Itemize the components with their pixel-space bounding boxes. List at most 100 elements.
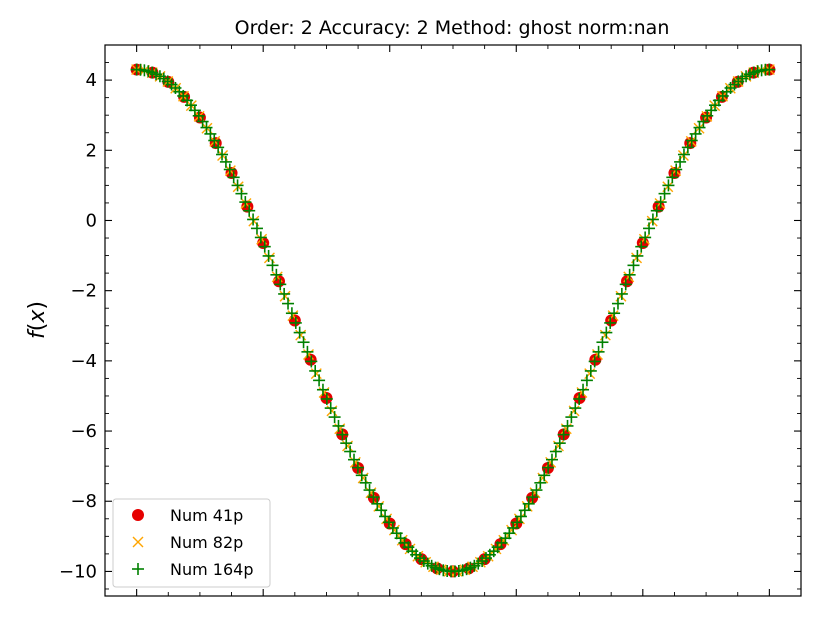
legend-label-3: Num 164p bbox=[170, 560, 253, 579]
y-tick-label-4: −2 bbox=[70, 281, 97, 302]
legend-marker-1 bbox=[132, 509, 144, 521]
series-3-point-105 bbox=[534, 476, 547, 489]
y-tick-label-8: −10 bbox=[59, 561, 97, 582]
series-1-point-31 bbox=[605, 314, 618, 327]
series-3-point-27 bbox=[231, 179, 244, 192]
series-3-point-112 bbox=[561, 419, 574, 432]
series-3-point-29 bbox=[239, 196, 252, 209]
series-3-point-61 bbox=[363, 484, 376, 497]
axes: 4 2 0 −2 −4 −6 −8 −10 bbox=[59, 44, 802, 597]
series-3-point-119 bbox=[588, 355, 601, 368]
series-3-point-127 bbox=[619, 278, 632, 291]
series-3-point-110 bbox=[553, 437, 566, 450]
series-3-point-28 bbox=[235, 187, 248, 200]
series-3-point-63 bbox=[371, 497, 384, 510]
series-3-point-38 bbox=[274, 278, 287, 291]
series-2-point-39-stroke-b bbox=[427, 561, 439, 573]
series-2-point-19-stroke-b bbox=[271, 271, 283, 283]
series-3-point-22 bbox=[212, 141, 225, 154]
series-2-point-36-stroke-b bbox=[404, 543, 416, 555]
series-2-point-21-stroke-b bbox=[287, 310, 299, 322]
y-tick-label-3: 0 bbox=[86, 210, 97, 231]
series-3-point-107 bbox=[542, 461, 555, 474]
series-3-point-47 bbox=[309, 364, 322, 377]
series-3-point-128 bbox=[623, 268, 636, 281]
series-3-point-46 bbox=[305, 355, 318, 368]
series-3-point-35 bbox=[262, 249, 275, 262]
series-3-point-45 bbox=[301, 345, 314, 358]
series-1-point-11 bbox=[288, 314, 301, 327]
series-3-point-50 bbox=[320, 392, 333, 405]
series-3-point-24 bbox=[219, 155, 232, 168]
legend-label-2: Num 82p bbox=[170, 533, 243, 552]
series-3-point-64 bbox=[375, 504, 388, 517]
series-3-point-144 bbox=[685, 134, 698, 147]
series-3-point-18 bbox=[196, 115, 209, 128]
series-3-point-23 bbox=[216, 148, 229, 161]
series-3-point-125 bbox=[611, 297, 624, 310]
series-3-point-135 bbox=[650, 204, 663, 217]
legend-marker-3 bbox=[132, 563, 144, 575]
series-3-point-19 bbox=[200, 121, 213, 134]
series-3-point-40 bbox=[282, 297, 295, 310]
series-3-point-34 bbox=[258, 240, 271, 253]
series-1-point-34 bbox=[652, 200, 665, 213]
series-3-point-140 bbox=[670, 163, 683, 176]
series-3-point-44 bbox=[297, 336, 310, 349]
series-3-point-21 bbox=[208, 134, 221, 147]
series-3-point-164 bbox=[763, 63, 776, 76]
series-3-point-139 bbox=[666, 171, 679, 184]
y-axis-label: f(x) bbox=[25, 301, 50, 339]
series-3-point-30 bbox=[243, 204, 256, 217]
series-3-point-118 bbox=[584, 364, 597, 377]
legend-marker-2-stroke-b bbox=[132, 536, 144, 548]
series-2-point-37-stroke-b bbox=[412, 550, 424, 562]
series-3-point-54 bbox=[336, 428, 349, 441]
y-tick-label-1: 4 bbox=[86, 70, 97, 91]
series-3-point-108 bbox=[545, 453, 558, 466]
series-3-point-104 bbox=[530, 484, 543, 497]
legend-marker-2 bbox=[132, 536, 144, 548]
chart-marks bbox=[130, 63, 776, 578]
series-3-point-114 bbox=[569, 402, 582, 415]
series-3-point-133 bbox=[643, 222, 656, 235]
series-3-point-42 bbox=[289, 316, 302, 329]
series-3-point-41 bbox=[285, 307, 298, 320]
series-3-point-26 bbox=[227, 171, 240, 184]
legend: Num 41p Num 82p Num 164p bbox=[112, 498, 271, 588]
series-3-point-143 bbox=[681, 141, 694, 154]
series-3-point-58 bbox=[351, 461, 364, 474]
series-3-point-53 bbox=[332, 419, 345, 432]
legend-box bbox=[112, 498, 271, 588]
series-3-point-33 bbox=[254, 231, 267, 244]
legend-label-1: Num 41p bbox=[170, 506, 243, 525]
series-1-point-8 bbox=[241, 200, 254, 213]
series-2-point-20-stroke-b bbox=[279, 290, 291, 302]
series-3-point-130 bbox=[631, 249, 644, 262]
series-3-point-60 bbox=[359, 476, 372, 489]
series-3-point-115 bbox=[573, 392, 586, 405]
series-3-point-59 bbox=[355, 469, 368, 482]
series-3-point-100 bbox=[514, 510, 527, 523]
series-3-point-109 bbox=[549, 445, 562, 458]
series-3-point-136 bbox=[654, 196, 667, 209]
series-2-point-22-stroke-b bbox=[295, 329, 307, 341]
series-3-point-120 bbox=[592, 345, 605, 358]
chart-title: Order: 2 Accuracy: 2 Method: ghost norm:… bbox=[235, 17, 670, 39]
series-3-point-146 bbox=[693, 121, 706, 134]
series-3-point-117 bbox=[580, 374, 593, 387]
series-3-point-20 bbox=[204, 127, 217, 140]
y-tick-label-7: −8 bbox=[70, 491, 97, 512]
series-3-point-25 bbox=[223, 163, 236, 176]
series-1-point-32 bbox=[621, 275, 633, 288]
series-3-point-49 bbox=[316, 383, 329, 396]
series-3-point-55 bbox=[340, 437, 353, 450]
series-3-point-126 bbox=[615, 287, 628, 300]
series-3-point-123 bbox=[604, 316, 617, 329]
series-3-point-141 bbox=[674, 155, 687, 168]
series-3-point-113 bbox=[565, 411, 578, 424]
series-3-point-111 bbox=[557, 428, 570, 441]
series-3-point-101 bbox=[518, 504, 531, 517]
